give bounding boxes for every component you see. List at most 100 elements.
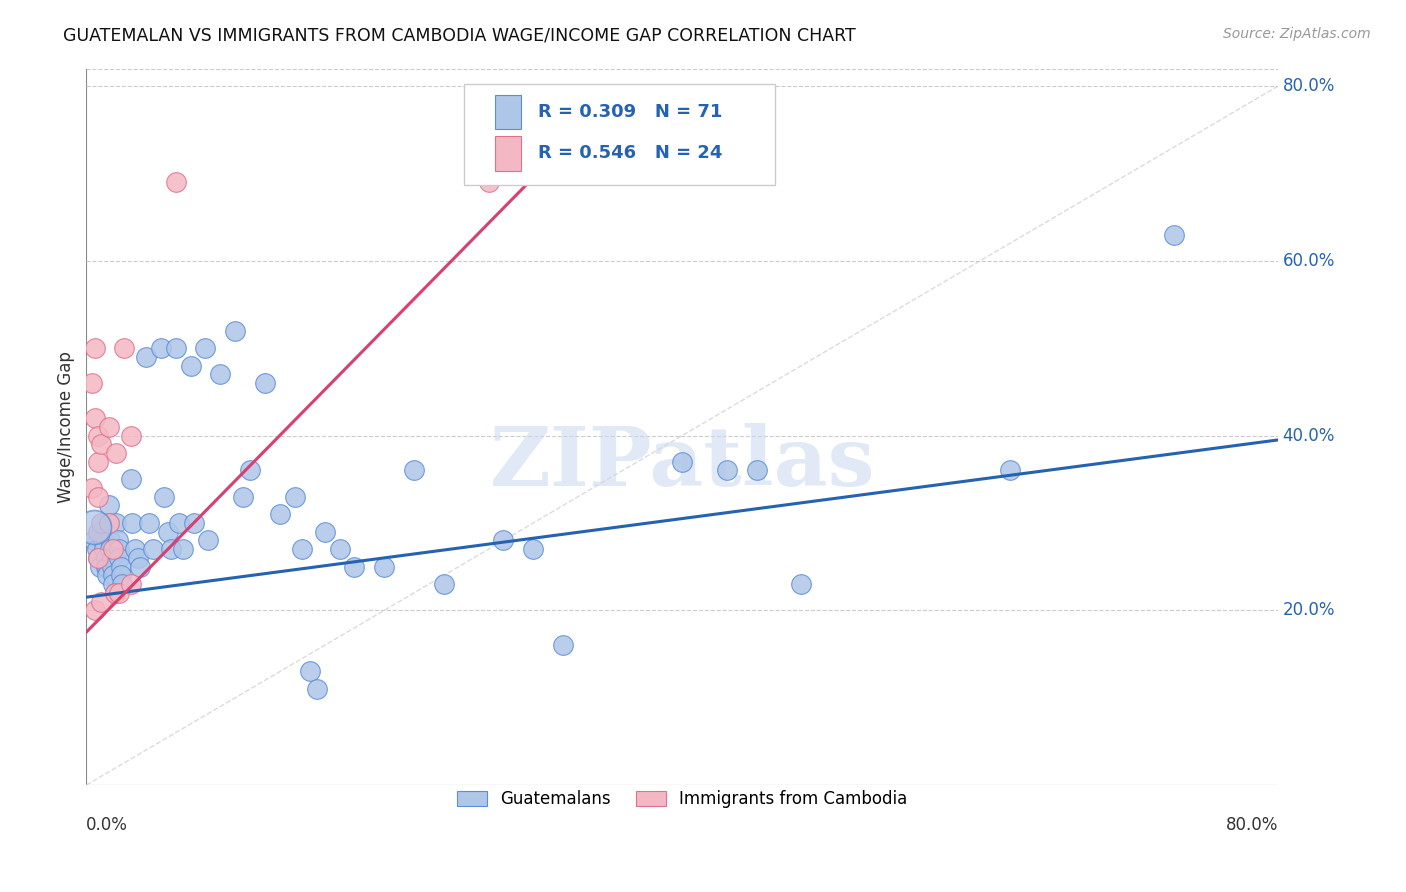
Point — [165, 341, 187, 355]
Point — [291, 542, 314, 557]
Point — [84, 341, 107, 355]
Point — [100, 550, 122, 565]
Point — [83, 520, 105, 534]
Point — [120, 472, 142, 486]
Point — [98, 533, 121, 548]
Point — [93, 542, 115, 557]
Point — [86, 542, 108, 557]
Point — [110, 559, 132, 574]
Legend: Guatemalans, Immigrants from Cambodia: Guatemalans, Immigrants from Cambodia — [449, 781, 915, 816]
Point — [307, 681, 329, 696]
Point — [84, 603, 107, 617]
Point — [111, 577, 134, 591]
Point — [124, 542, 146, 557]
Point — [142, 542, 165, 557]
Point — [492, 533, 515, 548]
Point — [108, 550, 131, 565]
Point — [94, 550, 117, 565]
Point — [108, 586, 131, 600]
Point — [90, 516, 112, 530]
Text: 80.0%: 80.0% — [1282, 77, 1336, 95]
Point — [183, 516, 205, 530]
Point — [87, 455, 110, 469]
Point — [90, 437, 112, 451]
Point — [104, 586, 127, 600]
Point — [82, 376, 104, 390]
Point — [152, 490, 174, 504]
Point — [135, 350, 157, 364]
Point — [138, 516, 160, 530]
Text: 60.0%: 60.0% — [1282, 252, 1336, 269]
Point — [82, 481, 104, 495]
Point — [87, 524, 110, 539]
Text: R = 0.546   N = 24: R = 0.546 N = 24 — [538, 145, 723, 162]
Point — [343, 559, 366, 574]
Point — [716, 463, 738, 477]
Point — [298, 665, 321, 679]
Point — [84, 411, 107, 425]
Point — [149, 341, 172, 355]
FancyBboxPatch shape — [464, 84, 775, 186]
Point — [97, 516, 120, 530]
Point — [105, 516, 128, 530]
Point — [105, 446, 128, 460]
Point — [671, 455, 693, 469]
Y-axis label: Wage/Income Gap: Wage/Income Gap — [58, 351, 75, 503]
Point — [160, 542, 183, 557]
Point — [172, 542, 194, 557]
Point — [98, 542, 121, 557]
Point — [194, 341, 217, 355]
FancyBboxPatch shape — [495, 95, 522, 129]
Point — [120, 428, 142, 442]
Point — [477, 175, 499, 189]
Point — [83, 533, 105, 548]
Point — [101, 542, 124, 557]
Point — [1163, 227, 1185, 242]
Text: ZIPatlas: ZIPatlas — [489, 423, 875, 502]
Point — [180, 359, 202, 373]
Point — [239, 463, 262, 477]
Text: 80.0%: 80.0% — [1226, 815, 1278, 834]
Point — [129, 559, 152, 574]
Text: GUATEMALAN VS IMMIGRANTS FROM CAMBODIA WAGE/INCOME GAP CORRELATION CHART: GUATEMALAN VS IMMIGRANTS FROM CAMBODIA W… — [63, 27, 856, 45]
Point — [90, 524, 112, 539]
Point — [100, 559, 122, 574]
Text: 40.0%: 40.0% — [1282, 426, 1336, 444]
Point — [269, 507, 291, 521]
Text: 0.0%: 0.0% — [86, 815, 128, 834]
Point — [97, 499, 120, 513]
Point — [998, 463, 1021, 477]
Point — [101, 568, 124, 582]
Point — [790, 577, 813, 591]
Point — [104, 586, 127, 600]
Point — [254, 376, 277, 390]
Point — [87, 490, 110, 504]
Point — [157, 524, 180, 539]
Point — [108, 542, 131, 557]
Point — [87, 428, 110, 442]
Point — [167, 516, 190, 530]
Point — [90, 594, 112, 608]
Point — [87, 550, 110, 565]
Point — [87, 550, 110, 565]
Point — [224, 324, 246, 338]
Point — [101, 577, 124, 591]
Point — [112, 341, 135, 355]
Point — [97, 419, 120, 434]
Point — [745, 463, 768, 477]
Text: 20.0%: 20.0% — [1282, 601, 1336, 619]
Point — [197, 533, 219, 548]
Point — [209, 368, 232, 382]
Point — [314, 524, 336, 539]
Point — [165, 175, 187, 189]
Point — [110, 568, 132, 582]
Point — [232, 490, 254, 504]
Point — [96, 559, 118, 574]
Point — [373, 559, 395, 574]
Point — [402, 463, 425, 477]
Point — [91, 533, 114, 548]
Point — [284, 490, 307, 504]
Point — [120, 577, 142, 591]
Point — [433, 577, 456, 591]
Point — [94, 559, 117, 574]
